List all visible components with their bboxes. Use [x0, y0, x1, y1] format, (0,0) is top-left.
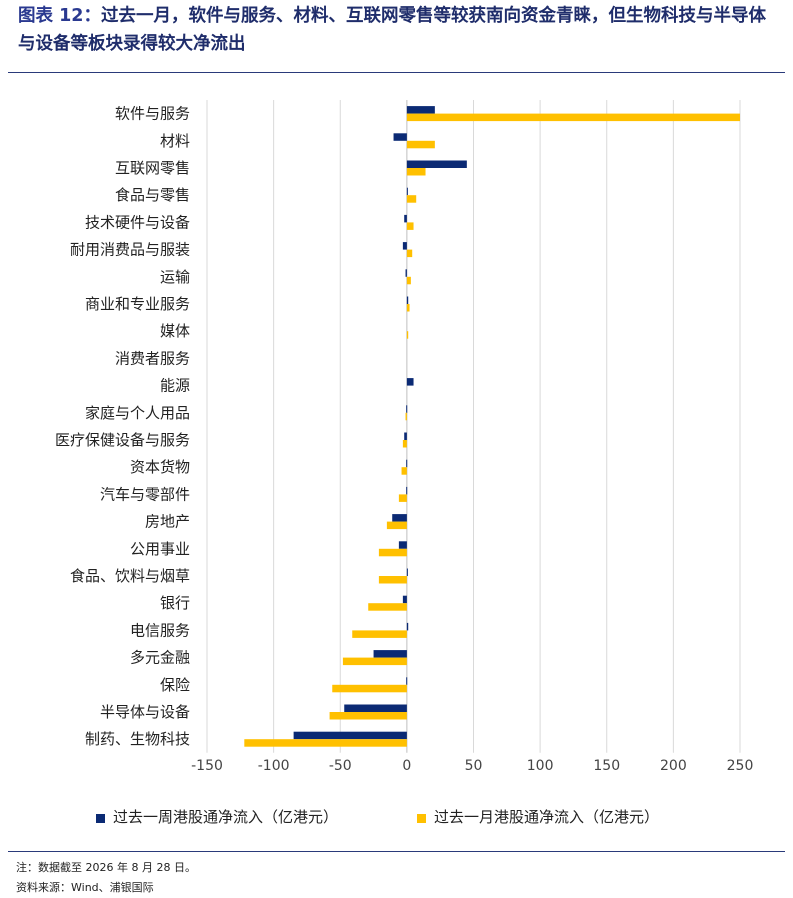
x-tick-label: -50 — [329, 758, 352, 774]
category-label: 公用事业 — [130, 540, 190, 558]
category-label: 软件与服务 — [115, 105, 190, 123]
bar-month — [244, 739, 407, 747]
bar-month — [342, 657, 407, 666]
legend-swatch-month — [417, 813, 426, 823]
x-tick-labels: -150 -100 -50 0 50 100 150 200 250 — [191, 758, 753, 774]
bar-month — [406, 276, 411, 285]
footer-divider — [8, 851, 785, 852]
category-label: 制药、生物科技 — [85, 730, 190, 748]
x-tick-label: 250 — [727, 758, 754, 774]
category-label: 能源 — [160, 377, 190, 395]
category-label: 半导体与设备 — [100, 703, 190, 721]
category-label: 商业和专业服务 — [85, 295, 190, 313]
category-label: 耐用消费品与服装 — [70, 241, 190, 259]
category-label: 资本货物 — [130, 458, 190, 476]
bar-month — [405, 412, 407, 421]
category-label: 运输 — [160, 268, 190, 286]
bar-month — [406, 195, 417, 203]
bar-week — [406, 187, 408, 196]
bars — [244, 106, 740, 747]
bar-month — [401, 467, 407, 475]
bar-week — [406, 677, 408, 685]
bar-week — [406, 486, 408, 495]
bar-month — [352, 630, 407, 638]
category-label: 技术硬件与设备 — [85, 213, 190, 231]
bar-month — [378, 548, 407, 557]
bar-week — [405, 269, 407, 277]
bar-month — [406, 304, 410, 312]
legend-label-month: 过去一月港股通净流入（亿港元） — [434, 808, 660, 826]
category-label: 媒体 — [160, 322, 190, 340]
bar-week — [406, 405, 408, 413]
bar-week — [406, 378, 414, 386]
bar-month — [368, 603, 407, 611]
bar-chart: 软件与服务材料互联网零售食品与零售技术硬件与设备耐用消费品与服装运输商业和专业服… — [55, 100, 753, 774]
bar-week — [373, 650, 407, 658]
category-label: 食品与零售 — [115, 186, 190, 204]
footnote: 注：数据截至 2026 年 8 月 28 日。 — [16, 861, 196, 874]
x-tick-label: -150 — [191, 758, 223, 774]
category-label: 房地产 — [145, 513, 190, 531]
bar-week — [404, 432, 407, 440]
bar-week — [344, 704, 407, 712]
bar-month — [386, 521, 407, 530]
bar-week — [406, 568, 408, 576]
source-note: 资料来源：Wind、浦银国际 — [16, 881, 154, 894]
bar-week — [404, 214, 407, 223]
legend-item-month: 过去一月港股通净流入（亿港元） — [417, 806, 659, 827]
category-label: 电信服务 — [130, 621, 190, 639]
legend: 过去一周港股通净流入（亿港元） 过去一月港股通净流入（亿港元） — [0, 802, 793, 832]
x-tick-label: 0 — [402, 758, 411, 774]
bar-month — [406, 222, 414, 230]
bar-week — [406, 160, 467, 168]
bar-week — [293, 731, 407, 740]
category-label: 食品、饮料与烟草 — [70, 567, 190, 585]
category-label: 消费者服务 — [115, 349, 190, 367]
bar-month — [406, 249, 413, 258]
title-text: 过去一月，软件与服务、材料、互联网零售等较获南向资金青睐，但生物科技与半导体与设… — [18, 6, 766, 54]
category-label: 多元金融 — [130, 649, 190, 667]
figure-label: 图表 12： — [18, 6, 101, 26]
chart-title: 图表 12：过去一月，软件与服务、材料、互联网零售等较获南向资金青睐，但生物科技… — [18, 2, 778, 58]
bar-week — [406, 622, 409, 631]
bar-month — [402, 440, 407, 448]
gridlines — [206, 100, 741, 753]
bar-month — [398, 494, 407, 502]
x-tick-label: 100 — [527, 758, 554, 774]
category-labels: 软件与服务材料互联网零售食品与零售技术硬件与设备耐用消费品与服装运输商业和专业服… — [55, 105, 190, 749]
category-label: 银行 — [160, 594, 190, 612]
bar-week — [406, 106, 435, 114]
category-label: 汽车与零部件 — [100, 485, 190, 503]
bar-month — [406, 113, 740, 122]
bar-month — [406, 140, 435, 149]
x-tick-label: 50 — [465, 758, 483, 774]
legend-label-week: 过去一周港股通净流入（亿港元） — [113, 808, 339, 826]
bar-week — [398, 541, 407, 549]
title-divider — [8, 72, 785, 73]
category-label: 医疗保健设备与服务 — [55, 431, 190, 449]
bar-week — [402, 242, 407, 250]
category-label: 家庭与个人用品 — [85, 404, 190, 422]
bar-week — [406, 459, 408, 468]
x-tick-label: -100 — [258, 758, 290, 774]
category-label: 互联网零售 — [115, 159, 190, 177]
bar-month — [406, 168, 426, 176]
category-label: 材料 — [160, 132, 190, 150]
bar-month — [406, 331, 409, 339]
x-tick-label: 150 — [593, 758, 620, 774]
bar-week — [392, 514, 407, 522]
bar-week — [402, 595, 407, 604]
x-tick-label: 200 — [660, 758, 687, 774]
bar-week — [393, 133, 407, 141]
bar-week — [406, 296, 409, 304]
bar-month — [329, 712, 407, 720]
bar-month — [332, 684, 407, 693]
legend-item-week: 过去一周港股通净流入（亿港元） — [96, 806, 338, 827]
legend-swatch-week — [96, 813, 105, 823]
bar-month — [378, 576, 407, 584]
category-label: 保险 — [160, 676, 190, 694]
